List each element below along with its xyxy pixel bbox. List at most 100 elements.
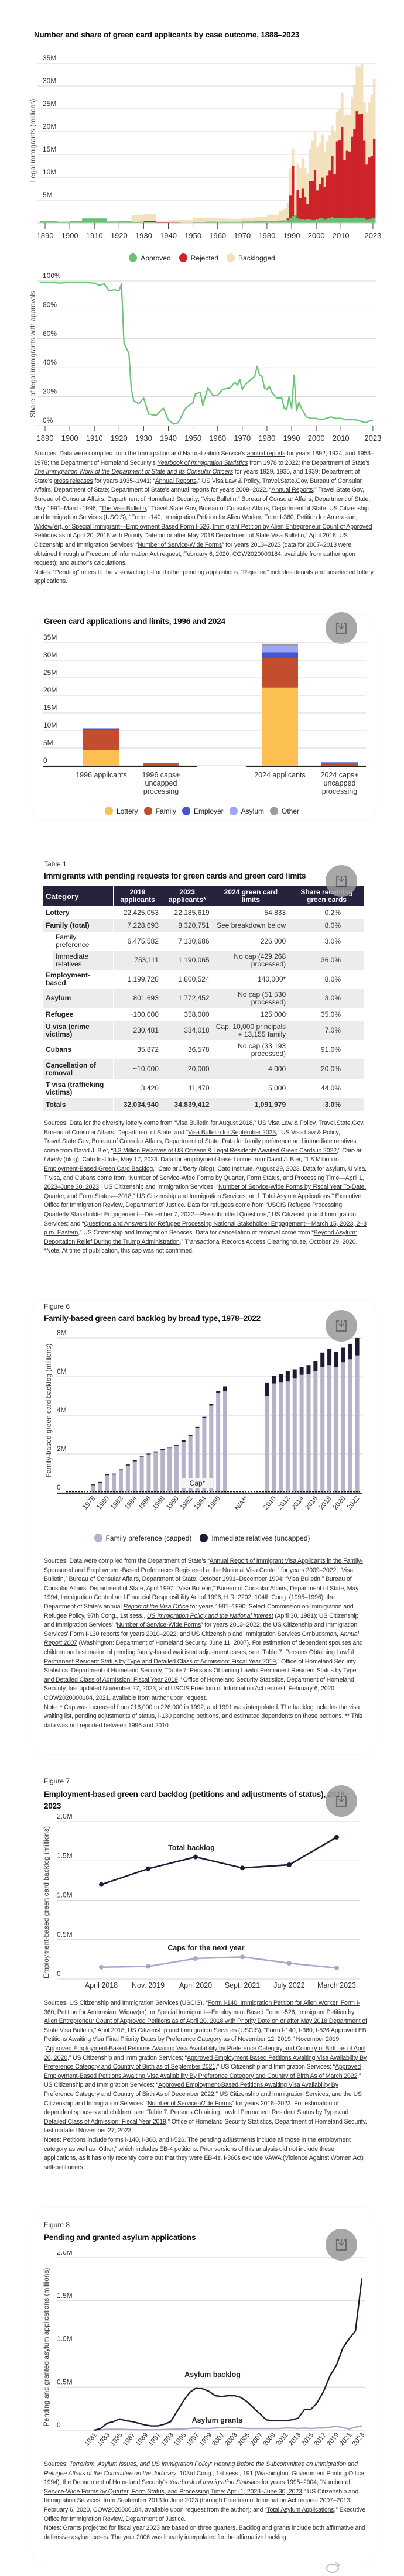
source-link[interactable]: Approved Employment-Based Petitions Awai… — [44, 2045, 366, 2062]
source-link[interactable]: US Immigration Policy and the National I… — [146, 1612, 273, 1620]
source-link[interactable]: Total Asylum Applications — [262, 1192, 330, 1200]
approved-bar — [351, 218, 354, 223]
y-tick-label: 1.0M — [57, 2335, 73, 2343]
download-button[interactable] — [326, 1785, 357, 1817]
source-link[interactable]: Total Asylum Applications — [266, 2506, 334, 2513]
download-button[interactable] — [326, 612, 357, 644]
source-link[interactable]: Yearbook of Immigration Statistics — [169, 2479, 260, 2486]
immediate-relatives-bar — [285, 1371, 290, 1382]
value-cell: 8.0% — [289, 919, 364, 932]
asylum-backlog-label: Asylum backlog — [184, 2371, 241, 2379]
source-link[interactable]: Visa Bulletin — [287, 1576, 320, 1583]
approved-bar — [242, 221, 255, 223]
source-link[interactable]: Table 7. Persons Obtaining Lawful Perman… — [44, 1648, 354, 1665]
family-preference-bar — [202, 1418, 207, 1493]
source-link[interactable]: Immigration Control and Financial Respon… — [60, 1594, 221, 1601]
source-text: ,” US Citizenship and Immigration Servic… — [44, 2090, 362, 2107]
legend-asylum: Asylum — [229, 807, 264, 815]
rejected-bar — [321, 177, 324, 218]
source-link[interactable]: Annual Reports — [155, 477, 197, 485]
category-cell: Family preference — [43, 932, 114, 951]
source-link[interactable]: Number of Service-Wide Forms by Quarter,… — [44, 1174, 364, 1191]
backlogged-bar — [321, 135, 324, 178]
source-link[interactable]: Table 7. Persons Obtaining Lawful Perman… — [44, 2109, 349, 2125]
source-link[interactable]: Number of Service-Wide Forms by Quarter,… — [44, 2479, 350, 2495]
approved-bar — [292, 216, 295, 223]
backlogged-bar — [156, 221, 169, 222]
download-button[interactable] — [326, 1310, 357, 1342]
legend-immediate-relatives: Immediate relatives (uncapped) — [200, 1534, 310, 1542]
source-link[interactable]: Report of the Visa Office — [123, 1603, 189, 1610]
approved-bar — [328, 218, 331, 223]
backlogged-bar — [131, 214, 144, 222]
weibo-watermark-icon — [326, 2562, 340, 2573]
source-link[interactable]: Visa Bulletin for September 2023 — [188, 1128, 276, 1136]
source-link[interactable]: Number of Service-Wide Forms — [116, 1621, 201, 1629]
backlogged-bar — [230, 218, 243, 222]
source-link[interactable]: Questions and Answers for Refugee Proces… — [44, 1220, 367, 1237]
source-link[interactable]: press releases — [53, 477, 93, 485]
source-link[interactable]: Approved Employment-Based Petitions Awai… — [44, 2081, 338, 2098]
family-bar-segment — [262, 658, 298, 688]
source-text: ,” April 2018; US Citizenship and Immigr… — [34, 532, 348, 548]
rejected-bar — [343, 159, 346, 218]
source-link[interactable]: Approved Employment Based Petitions Awai… — [44, 2054, 367, 2071]
source-link[interactable]: Number of Service-Wide Forms — [147, 2100, 232, 2107]
approval-share-line — [40, 282, 373, 425]
download-button[interactable] — [326, 865, 357, 897]
backlogged-bar — [323, 152, 327, 187]
source-link[interactable]: The Immigration Work of the Department o… — [34, 468, 233, 476]
source-link[interactable]: Visa Bulletin for August 2018 — [176, 1120, 253, 1127]
source-link[interactable]: Number of Service-Wide Forms by Fiscal Y… — [44, 1184, 367, 1200]
employer-bar-segment — [83, 729, 119, 730]
source-link[interactable]: The Visa Bulletin — [101, 505, 146, 512]
y-tick-label: 5M — [43, 191, 53, 199]
source-link[interactable]: 8.3 Million Relatives of US Citizens & L… — [112, 1147, 337, 1154]
source-link[interactable]: Annual Reports — [271, 486, 313, 494]
source-link[interactable]: Approved Employment-Based Petitions Awai… — [44, 2063, 361, 2080]
source-link[interactable]: Visa Bulletin — [203, 495, 237, 503]
source-link[interactable]: Annual Report 2007 — [44, 1630, 359, 1647]
source-link[interactable]: Form I-130 reports — [70, 1630, 120, 1638]
source-link[interactable]: 1.8 Million in Employment-Based Green Ca… — [44, 1156, 339, 1172]
source-link[interactable]: Annual Report of Immigrant Visa Applican… — [44, 1558, 363, 1574]
backlogged-bar — [348, 115, 351, 152]
source-text: ,” US Citizenship and Immigration Servic… — [44, 2072, 361, 2089]
value-cell: 36,578 — [187, 1045, 210, 1054]
source-link[interactable]: Visa Bulletin — [178, 1584, 212, 1592]
y-tick-label: 80% — [43, 300, 57, 308]
source-link[interactable]: Visa Bulletin — [44, 1566, 353, 1583]
x-tick-label: 1930 — [135, 434, 152, 443]
source-link[interactable]: Terrorism, Asylum Issues, and US Immigra… — [44, 2461, 358, 2477]
download-icon — [335, 875, 347, 887]
value-cell: 20.0% — [289, 1059, 364, 1079]
download-button[interactable] — [326, 2229, 357, 2261]
asylum-grants-line — [94, 2425, 362, 2431]
x-tick-label: 1983 — [96, 2431, 111, 2447]
y-tick-label: 0 — [57, 1483, 61, 1491]
figure-8-sources: Sources: Terrorism, Asylum Issues, and U… — [44, 2460, 368, 2542]
value-cell: 3.0% — [324, 937, 341, 945]
source-link[interactable]: Table 7. Persons Obtaining Lawful Perman… — [44, 1667, 357, 1683]
legend-label: Backlogged — [238, 253, 275, 262]
y-tick-label: 35M — [43, 633, 57, 642]
approved-bar — [286, 220, 290, 223]
source-link[interactable]: Form I-140, Immigration Petition for Ali… — [44, 1999, 367, 2034]
category-cell: Cubans — [46, 1045, 72, 1054]
figure-1-title: Number and share of green card applicant… — [34, 30, 300, 39]
source-link[interactable]: Form I-140, I-360, I-526 Approved EB Pet… — [44, 2026, 367, 2043]
backlogged-bar — [286, 202, 290, 218]
figure-8-label: Figure 8 — [44, 2221, 70, 2229]
source-link[interactable]: Yearbook of Immigration Statistics — [157, 459, 248, 467]
figure-7-title: Employment-based green card backlog (pet… — [44, 1790, 350, 1810]
source-link[interactable]: USCIS Refugee Processing Quarterly Stake… — [44, 1202, 342, 1218]
source-text: ,” US Citizenship and Immigration Servic… — [67, 2054, 187, 2062]
source-link[interactable]: Beyond Asylum: Deportation Relief During… — [44, 1229, 357, 1246]
source-link[interactable]: Number of Service-Wide Forms — [137, 541, 222, 548]
lottery-bar-segment — [83, 750, 119, 766]
source-text: ,” US Citizenship and Immigration Servic… — [131, 1192, 263, 1200]
x-tick-label: 1920 — [111, 231, 128, 240]
source-link[interactable]: annual reports — [246, 450, 286, 457]
total-backlog-point — [193, 1854, 198, 1860]
source-link[interactable]: Form I-140, Immigration Petition for Ali… — [34, 514, 372, 540]
